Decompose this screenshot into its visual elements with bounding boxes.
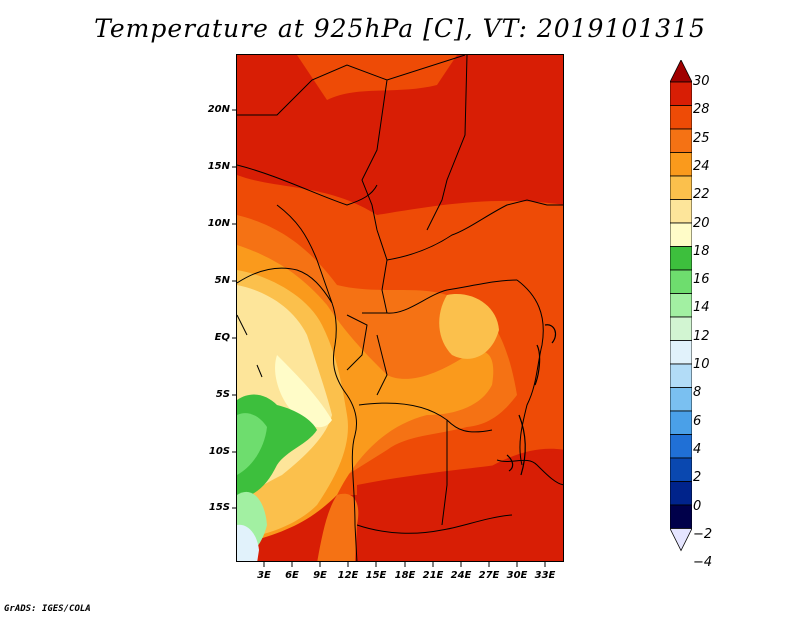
- colorbar-tick-label: 22: [693, 187, 710, 203]
- y-tick-label: 10N: [207, 218, 230, 229]
- colorbar-top-arrow: [670, 60, 692, 83]
- field-25-28-north: [297, 55, 457, 100]
- colorbar-swatch: [670, 387, 692, 412]
- colorbar-swatch: [670, 363, 692, 388]
- x-tick-label: 12E: [337, 570, 359, 581]
- x-tick-label: 3E: [257, 570, 271, 581]
- colorbar-tick-label: 4: [693, 441, 702, 457]
- colorbar-swatch: [670, 246, 692, 271]
- colorbar-swatch: [670, 316, 692, 341]
- x-tick-label: 9E: [313, 570, 327, 581]
- x-tick-label: 15E: [365, 570, 387, 581]
- border-gabon-congo: [346, 314, 368, 371]
- colorbar-tick-label: −4: [693, 555, 713, 571]
- x-tick-label: 6E: [285, 570, 299, 581]
- x-tick-marks: [263, 562, 546, 567]
- lake-tanganyika-south: [518, 414, 526, 476]
- colorbar-swatch: [670, 81, 692, 106]
- colorbar-swatch: [670, 293, 692, 318]
- border-niger-nigeria: [237, 164, 378, 206]
- border-angola-namibia: [356, 514, 513, 534]
- colorbar-swatch: [670, 269, 692, 294]
- colorbar-tick-label: 24: [693, 158, 710, 174]
- field-10-12: [237, 524, 259, 561]
- colorbar-tick-label: 20: [693, 215, 710, 231]
- border-egypt-sudan: [426, 55, 468, 231]
- colorbar-swatch: [670, 481, 692, 506]
- atlantic-coast: [331, 302, 358, 561]
- colorbar-tick-label: −2: [693, 526, 713, 542]
- border-niger-chad: [361, 79, 388, 231]
- y-tick-label: 5N: [214, 275, 230, 286]
- field-18-pale: [275, 355, 332, 428]
- colorbar-tick-label: 12: [693, 328, 710, 344]
- border-lines: [237, 55, 563, 561]
- x-tick-label: 30E: [506, 570, 528, 581]
- colorbar-swatch: [670, 410, 692, 435]
- border-zambia-tanzania: [496, 459, 563, 486]
- colorbar-tick-label: 0: [693, 498, 702, 514]
- colorbar-swatch: [670, 457, 692, 482]
- coast-segments: [237, 314, 263, 378]
- colorbar-tick-label: 6: [693, 413, 702, 429]
- border-congo-drc: [376, 334, 388, 396]
- chart-title: Temperature at 925hPa [C], VT: 201910131…: [94, 14, 706, 43]
- colorbar-swatch: [670, 504, 692, 529]
- y-tick-label: 15S: [208, 502, 230, 513]
- y-tick-label: 5S: [215, 389, 230, 400]
- colorbar-tick-label: 28: [693, 102, 710, 118]
- y-tick-label: EQ: [214, 332, 230, 343]
- field-14-16: [237, 413, 267, 475]
- x-tick-label: 33E: [534, 570, 556, 581]
- y-tick-label: 10S: [208, 446, 230, 457]
- x-tick-label: 21E: [422, 570, 444, 581]
- border-drc-angola: [358, 402, 493, 433]
- lake-tanganyika: [534, 344, 541, 386]
- colorbar-swatch: [670, 128, 692, 153]
- colorbar-tick-label: 16: [693, 272, 710, 288]
- border-car-sudan: [386, 199, 563, 261]
- temperature-field: [237, 55, 563, 561]
- border-angola-zambia: [441, 420, 448, 526]
- colorbar-bottom-arrow: [670, 528, 692, 552]
- field-24-25-south: [317, 493, 359, 561]
- border-drc-east: [516, 279, 544, 466]
- lakes: [506, 324, 557, 476]
- colorbar-tick-label: 8: [693, 385, 702, 401]
- colorbar-swatch: [670, 152, 692, 177]
- grads-credit: GrADS: IGES/COLA: [4, 604, 91, 614]
- y-tick-label: 15N: [207, 161, 230, 172]
- x-tick-label: 18E: [394, 570, 416, 581]
- colorbar-tick-label: 25: [693, 130, 710, 146]
- border-cameroon-car: [362, 229, 388, 314]
- colorbar-swatch: [670, 105, 692, 130]
- colorbar-swatch: [670, 199, 692, 224]
- border-north: [237, 55, 466, 116]
- colorbar-swatch: [670, 175, 692, 200]
- y-tick-label: 20N: [207, 104, 230, 115]
- colorbar-swatch: [670, 340, 692, 365]
- colorbar: [670, 60, 692, 552]
- temperature-map: [236, 54, 564, 562]
- colorbar-swatch: [670, 434, 692, 459]
- lake-mweru: [506, 454, 514, 472]
- lake-victoria: [544, 324, 557, 344]
- colorbar-tick-label: 18: [693, 243, 710, 259]
- x-tick-label: 24E: [450, 570, 472, 581]
- colorbar-tick-label: 10: [693, 357, 710, 372]
- field-20-22-interior: [439, 294, 499, 359]
- colorbar-tick-label: 14: [693, 300, 710, 316]
- colorbar-tick-label: 2: [693, 470, 702, 486]
- colorbar-swatch: [670, 222, 692, 247]
- gulf-of-guinea-coast: [237, 267, 333, 304]
- colorbar-tick-label: 30: [693, 74, 710, 89]
- x-tick-label: 27E: [478, 570, 500, 581]
- y-tick-marks: [232, 109, 237, 509]
- border-car-drc: [386, 279, 518, 314]
- border-nigeria-cameroon: [276, 204, 333, 304]
